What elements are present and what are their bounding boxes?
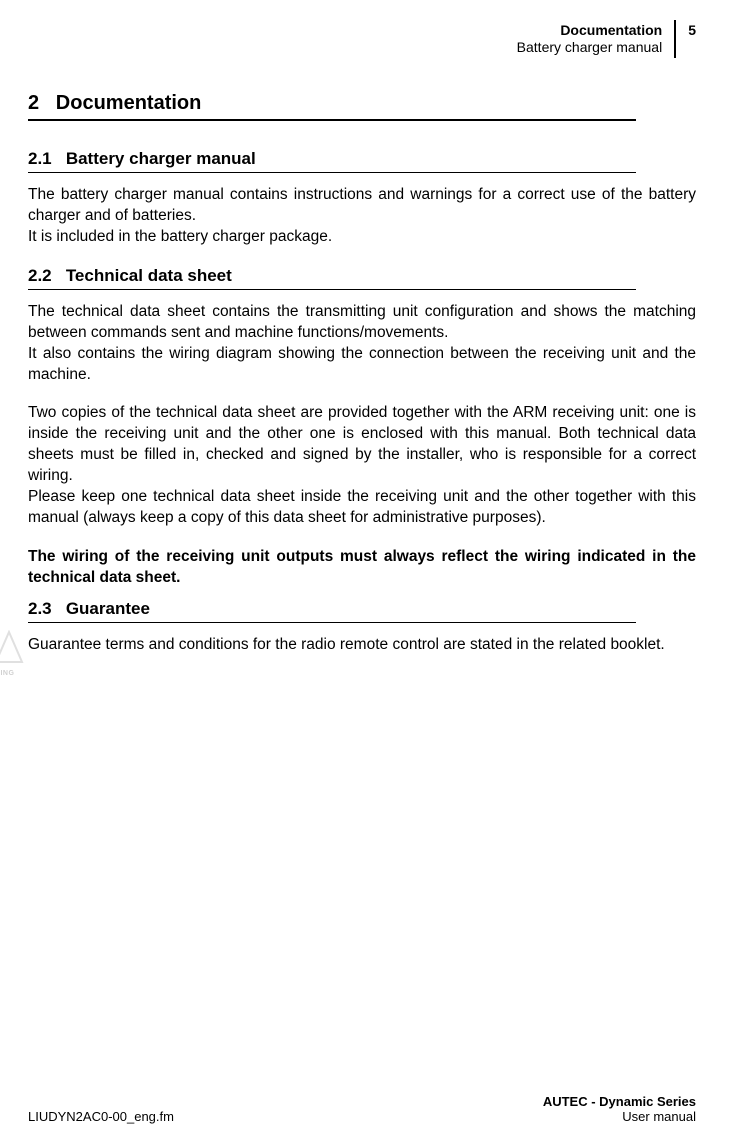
footer-doc-type: User manual <box>543 1109 696 1124</box>
subsection-1-number: 2.1 <box>28 149 52 168</box>
footer-right: AUTEC - Dynamic Series User manual <box>543 1094 696 1124</box>
subsection-2-warning: The wiring of the receiving unit outputs… <box>28 547 696 589</box>
header-text-block: Documentation Battery charger manual <box>517 20 677 58</box>
main-content: 2 Documentation 2.1 Battery charger manu… <box>28 24 696 656</box>
subsection-2-para-3: Two copies of the technical data sheet a… <box>28 403 696 487</box>
subsection-3-para-1: Guarantee terms and conditions for the r… <box>28 635 696 656</box>
subsection-2-para-4: Please keep one technical data sheet ins… <box>28 487 696 529</box>
subsection-2-title: Technical data sheet <box>66 266 232 285</box>
header-title: Documentation <box>517 22 663 39</box>
page-number: 5 <box>676 20 696 38</box>
section-title: Documentation <box>56 92 202 114</box>
subsection-1-title: Battery charger manual <box>66 149 256 168</box>
warning-side-label: IING <box>0 670 14 677</box>
page-footer: LIUDYN2AC0-00_eng.fm AUTEC - Dynamic Ser… <box>28 1094 696 1124</box>
warning-triangle-icon <box>0 630 24 666</box>
section-number: 2 <box>28 92 39 114</box>
subsection-3-title: Guarantee <box>66 599 150 618</box>
footer-brand: AUTEC - Dynamic Series <box>543 1094 696 1109</box>
subsection-heading-2: 2.2 Technical data sheet <box>28 266 636 290</box>
subsection-1-para-2: It is included in the battery charger pa… <box>28 227 696 248</box>
subsection-2-para-2: It also contains the wiring diagram show… <box>28 344 696 386</box>
subsection-1-para-1: The battery charger manual contains inst… <box>28 185 696 227</box>
header-subtitle: Battery charger manual <box>517 39 663 56</box>
subsection-2-number: 2.2 <box>28 266 52 285</box>
subsection-3-number: 2.3 <box>28 599 52 618</box>
subsection-heading-1: 2.1 Battery charger manual <box>28 149 636 173</box>
subsection-2-para-1: The technical data sheet contains the tr… <box>28 302 696 344</box>
subsection-heading-3: 2.3 Guarantee <box>28 599 636 623</box>
page-header: Documentation Battery charger manual 5 <box>517 20 696 58</box>
footer-filename: LIUDYN2AC0-00_eng.fm <box>28 1109 174 1124</box>
section-heading: 2 Documentation <box>28 92 636 121</box>
